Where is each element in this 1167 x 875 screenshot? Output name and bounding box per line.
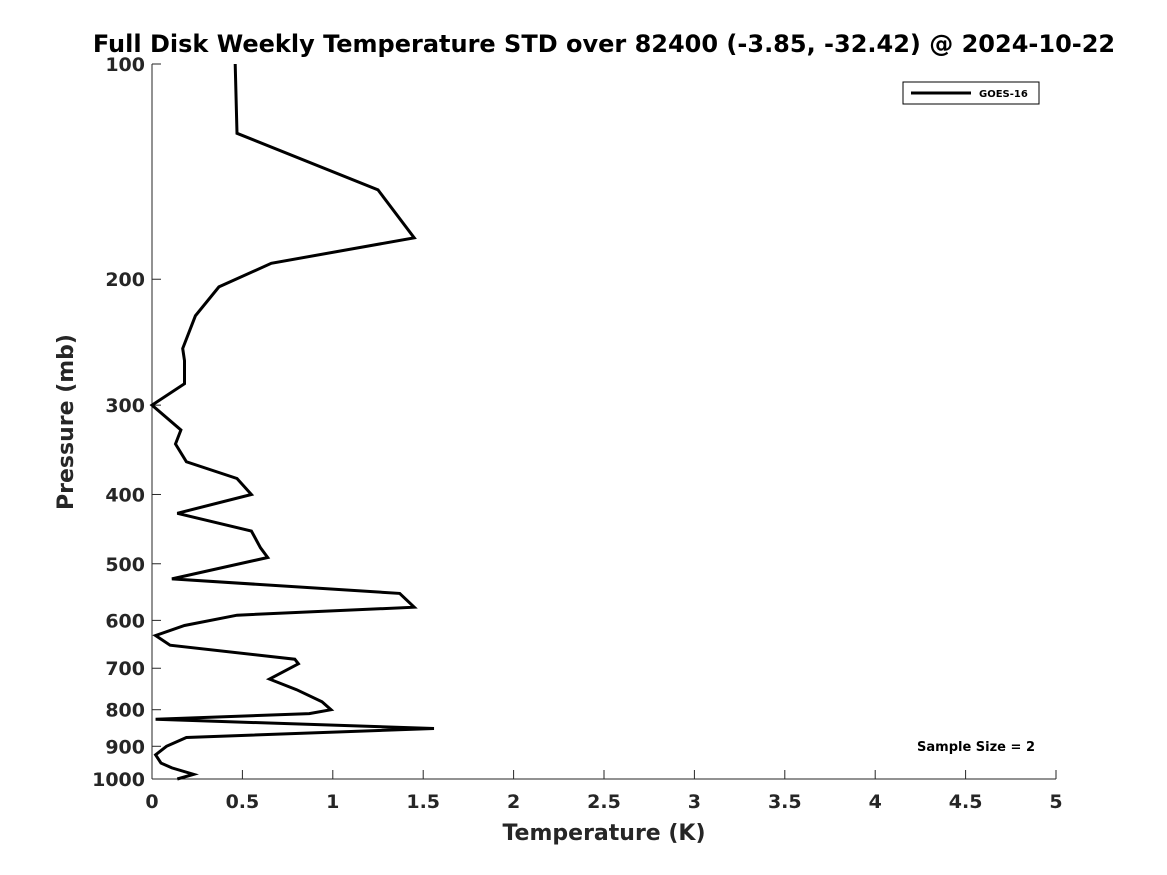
y-tick-label: 900 [105, 736, 145, 758]
x-ticks: 0 0.5 1 1.5 2 2.5 3 3.5 4 4.5 5 [145, 770, 1063, 813]
legend: GOES-16 [902, 81, 1040, 105]
y-tick-label: 300 [105, 395, 145, 417]
y-tick-label: 600 [105, 610, 145, 632]
x-tick-label: 0.5 [226, 791, 260, 813]
x-tick-label: 2 [507, 791, 520, 813]
x-tick-label: 2.5 [587, 791, 621, 813]
y-axis-label: Pressure (mb) [54, 334, 79, 510]
y-tick-label: 500 [105, 554, 145, 576]
legend-entry-label: GOES-16 [979, 89, 1028, 100]
y-tick-label: 100 [105, 54, 145, 76]
chart-title: Full Disk Weekly Temperature STD over 82… [93, 30, 1115, 58]
y-tick-label: 800 [105, 700, 145, 722]
series-line-0 [149, 63, 435, 781]
y-tick-label: 1000 [92, 769, 145, 791]
y-ticks: 100 200 300 400 500 600 700 800 900 1000 [92, 54, 161, 791]
sample-size-annotation: Sample Size = 2 [917, 740, 1035, 755]
x-tick-label: 5 [1049, 791, 1062, 813]
x-tick-label: 3 [688, 791, 701, 813]
x-tick-label: 4.5 [949, 791, 983, 813]
axes [151, 64, 1056, 780]
x-tick-label: 1.5 [406, 791, 440, 813]
y-tick-label: 400 [105, 484, 145, 506]
series-group [149, 63, 435, 781]
x-tick-label: 1 [326, 791, 339, 813]
y-tick-label: 700 [105, 658, 145, 680]
x-tick-label: 0 [145, 791, 158, 813]
x-axis-label: Temperature (K) [502, 821, 705, 846]
y-tick-label: 200 [105, 269, 145, 291]
x-tick-label: 4 [869, 791, 882, 813]
x-tick-label: 3.5 [768, 791, 802, 813]
